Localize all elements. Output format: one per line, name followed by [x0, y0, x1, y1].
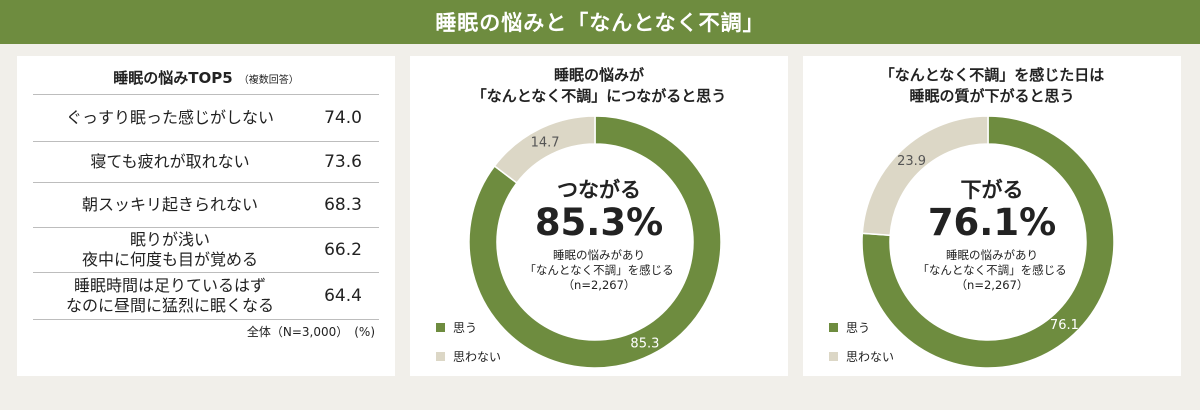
legend-label: 思う — [453, 321, 478, 335]
legend-item: 思う — [829, 319, 870, 336]
top5-item-label: 朝スッキリ起きられない — [81, 195, 258, 214]
top5-title-block: 睡眠の悩みTOP5 （複数回答） — [17, 67, 395, 88]
legend-label: 思う — [846, 321, 871, 335]
top5-item-label: 寝ても疲れが取れない — [90, 152, 250, 171]
top5-subtitle: （複数回答） — [238, 75, 299, 86]
top5-item-value: 73.6 — [324, 152, 362, 172]
top5-item-value: 68.3 — [324, 195, 362, 215]
center-heading: 下がる — [960, 178, 1024, 202]
legend-label: 思わない — [846, 350, 895, 364]
donut-chart: 85.3 14.7 — [468, 115, 722, 369]
legend-item: 思わない — [436, 348, 501, 365]
top5-panel: 睡眠の悩みTOP5 （複数回答） ぐっすり眠った感じがしない 74.0 寝ても疲れ… — [17, 56, 395, 376]
center-value: 76.1% — [927, 201, 1057, 244]
donut-slice-yes — [861, 115, 1115, 369]
legend-swatch — [436, 352, 445, 361]
top5-item-label: ぐっすり眠った感じがしない — [65, 108, 274, 127]
top5-row: 眠りが浅い 夜中に何度も目が覚める 66.2 — [33, 227, 379, 272]
top5-item-label: 眠りが浅い 夜中に何度も目が覚める — [81, 230, 258, 269]
slice-data-label: 76.1 — [1050, 318, 1079, 333]
top5-item-value: 74.0 — [324, 108, 362, 128]
chart-title-line2: 「なんとなく不調」につながると思う — [471, 87, 727, 105]
legend-swatch — [829, 323, 838, 332]
center-note: 睡眠の悩みがあり 「なんとなく不調」を感じる （n=2,267） — [917, 248, 1067, 292]
banner-title: 睡眠の悩みと「なんとなく不調」 — [435, 11, 765, 35]
chart-title-line2: 睡眠の質が下がると思う — [909, 87, 1075, 105]
legend-item: 思う — [436, 319, 477, 336]
top5-footnote: 全体（N=3,000） (%) — [246, 325, 375, 339]
legend-swatch — [436, 323, 445, 332]
chart-title: 「なんとなく不調」を感じた日は 睡眠の質が下がると思う — [803, 65, 1181, 107]
slice-data-label: 14.7 — [531, 136, 560, 151]
center-note: 睡眠の悩みがあり 「なんとなく不調」を感じる （n=2,267） — [524, 248, 674, 292]
top5-title: 睡眠の悩みTOP5 — [113, 69, 233, 87]
legend-label: 思わない — [453, 350, 502, 364]
chart-panel-lower: 「なんとなく不調」を感じた日は 睡眠の質が下がると思う 76.1 23.9 下がる… — [803, 56, 1181, 376]
slice-data-label: 23.9 — [897, 154, 926, 169]
top5-row: 寝ても疲れが取れない 73.6 — [33, 141, 379, 182]
top5-item-label: 睡眠時間は足りているはず なのに昼間に猛烈に眠くなる — [65, 276, 274, 315]
top5-row: ぐっすり眠った感じがしない 74.0 — [33, 94, 379, 141]
chart-title-line1: 睡眠の悩みが — [553, 66, 644, 84]
top5-row: 朝スッキリ起きられない 68.3 — [33, 182, 379, 227]
slice-data-label: 85.3 — [630, 336, 659, 351]
legend-item: 思わない — [829, 348, 894, 365]
chart-panel-connect: 睡眠の悩みが 「なんとなく不調」につながると思う 85.3 14.7 つながる 8… — [410, 56, 788, 376]
donut-slice-yes — [468, 115, 722, 369]
chart-title-line1: 「なんとなく不調」を感じた日は — [879, 66, 1105, 84]
center-value: 85.3% — [534, 201, 664, 244]
top5-item-value: 66.2 — [324, 240, 362, 260]
page-banner: 睡眠の悩みと「なんとなく不調」 — [0, 0, 1200, 44]
legend-swatch — [829, 352, 838, 361]
center-heading: つながる — [557, 178, 641, 202]
donut-slice-no — [861, 115, 989, 237]
top5-row: 睡眠時間は足りているはず なのに昼間に猛烈に眠くなる 64.4 — [33, 272, 379, 320]
donut-slice-no — [493, 115, 596, 184]
top5-item-value: 64.4 — [324, 286, 362, 306]
donut-chart: 76.1 23.9 — [861, 115, 1115, 369]
chart-title: 睡眠の悩みが 「なんとなく不調」につながると思う — [410, 65, 788, 107]
